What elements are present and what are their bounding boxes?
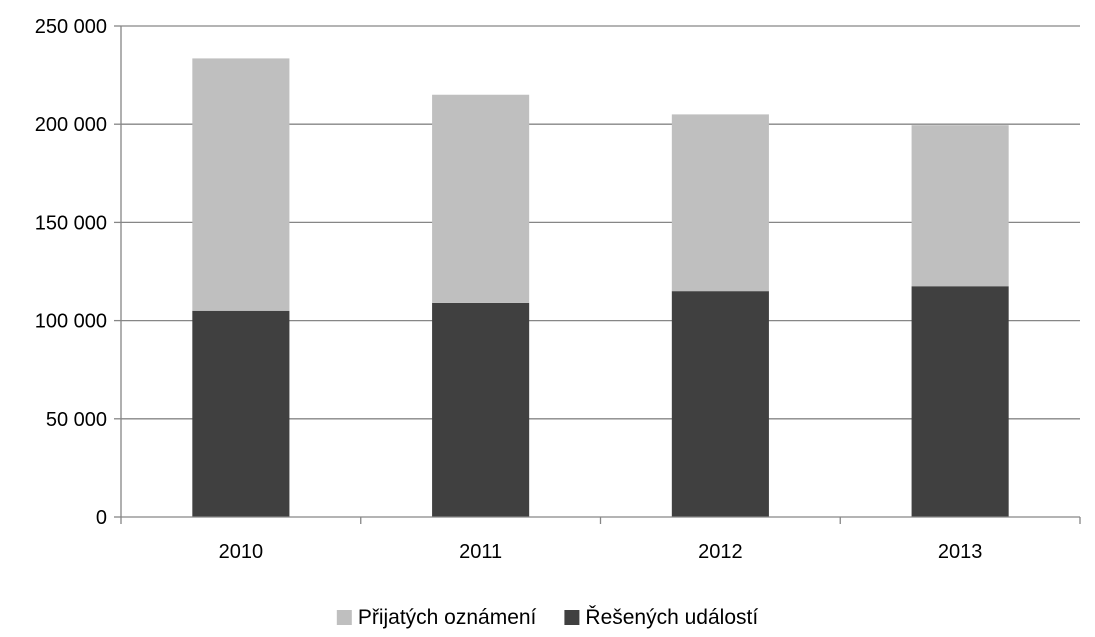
legend-swatch-resenych-udalosti — [564, 610, 580, 625]
x-tick-label: 2012 — [698, 541, 743, 563]
legend-label-resenych-udalosti: Řešených událostí — [585, 606, 758, 629]
legend-swatch-prijatych-oznameni — [336, 610, 352, 625]
axes — [114, 25, 1081, 524]
y-tick-label: 250 000 — [35, 16, 107, 38]
x-tick-label: 2011 — [459, 541, 502, 563]
y-tick-label: 150 000 — [35, 212, 107, 234]
bar-prijatych-oznameni-2011 — [432, 94, 530, 303]
legend: Přijatých oznámení Řešených událostí — [336, 606, 758, 629]
x-tick-label: 2013 — [938, 541, 983, 563]
bar-resenych-udalosti-2011 — [432, 302, 530, 517]
bar-prijatych-oznameni-2010 — [192, 58, 290, 311]
x-tick-label: 2010 — [219, 541, 264, 563]
bars — [192, 58, 1009, 517]
y-tick-label: 100 000 — [35, 311, 107, 333]
x-tick-labels: 2010 2011 2012 2013 — [219, 541, 983, 563]
y-tick-labels: 0 50 000 100 000 150 000 200 000 250 000 — [35, 16, 107, 529]
bar-resenych-udalosti-2012 — [671, 291, 769, 517]
legend-label-prijatych-oznameni: Přijatých oznámení — [358, 606, 537, 629]
y-tick-label: 200 000 — [35, 114, 107, 136]
bar-resenych-udalosti-2010 — [192, 310, 290, 517]
y-tick-label: 0 — [96, 507, 107, 529]
bar-resenych-udalosti-2013 — [911, 286, 1009, 517]
bar-prijatych-oznameni-2013 — [911, 125, 1009, 287]
bar-prijatych-oznameni-2012 — [671, 114, 769, 292]
y-tick-label: 50 000 — [46, 409, 107, 431]
